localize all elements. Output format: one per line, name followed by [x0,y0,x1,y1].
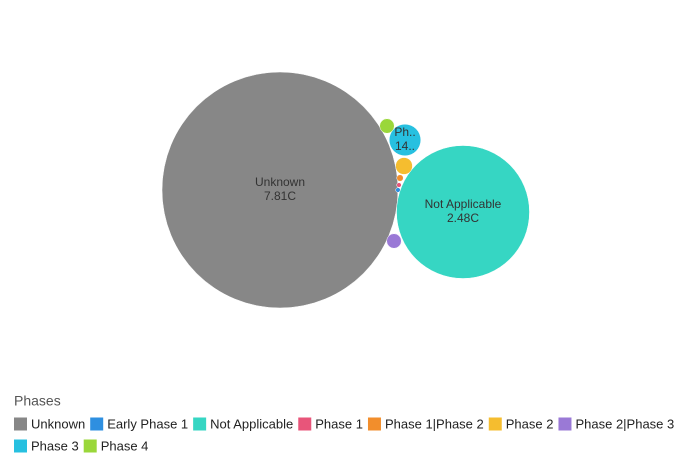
legend-swatch[interactable] [488,417,502,431]
legend-label: Phase 4 [101,438,149,453]
legend-label: Not Applicable [210,416,293,431]
legend-title: Phases [14,393,61,409]
legend-label: Phase 1|Phase 2 [385,416,484,431]
legend-swatch[interactable] [298,417,312,431]
legend-label: Early Phase 1 [107,416,188,431]
bubble-label: Ph.. [394,125,415,139]
bubble-value-label: 7.81C [264,189,296,203]
legend-swatch[interactable] [14,439,27,453]
legend-label: Phase 1 [315,416,363,431]
bubble-value-label: 14.. [395,139,415,153]
bubble[interactable] [386,233,402,249]
legend-label: Phase 2 [506,416,554,431]
legend-swatch[interactable] [367,417,381,431]
bubble-label: Unknown [255,175,305,189]
legend-swatch[interactable] [558,417,572,431]
bubble[interactable] [396,174,404,182]
bubble[interactable] [395,157,413,175]
legend-swatch[interactable] [14,417,27,431]
bubble[interactable] [396,145,530,279]
bubble-label: Not Applicable [425,197,502,211]
bubble[interactable] [388,123,422,157]
legend-swatch[interactable] [90,417,104,431]
bubble[interactable] [396,182,402,188]
legend-label: Phase 2|Phase 3 [575,416,674,431]
bubble[interactable] [379,118,395,134]
legend-label: Phase 3 [31,438,79,453]
legend-swatch[interactable] [193,417,207,431]
legend-swatch[interactable] [83,439,97,453]
bubble-value-label: 2.48C [447,211,479,225]
legend-label: Unknown [31,416,85,431]
